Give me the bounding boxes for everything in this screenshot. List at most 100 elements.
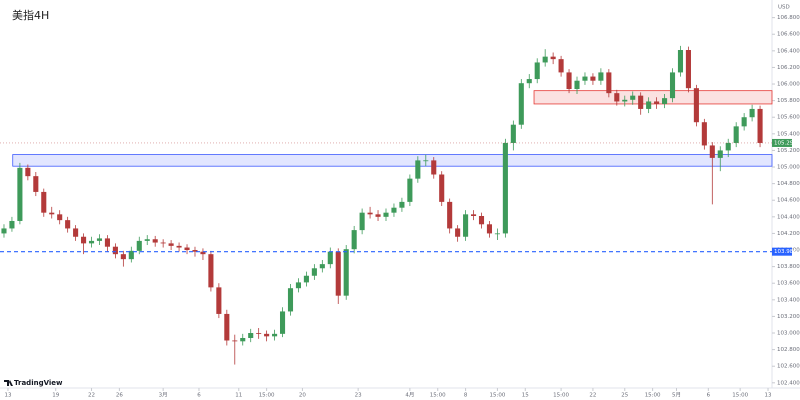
candle-body xyxy=(9,220,15,229)
candle-body xyxy=(566,72,572,90)
x-tick-label: 6 xyxy=(197,393,201,399)
candle-body xyxy=(542,56,548,63)
candle-body xyxy=(749,108,755,118)
x-tick-label: 13 xyxy=(4,393,11,399)
y-tick-label: 104.200 xyxy=(777,231,800,237)
candle-body xyxy=(478,215,485,225)
y-tick-label: 105.600 xyxy=(777,115,800,121)
candle-body xyxy=(391,207,397,213)
candle-body xyxy=(279,311,286,334)
candle-body xyxy=(351,230,357,250)
candle-body xyxy=(486,224,493,234)
candle-body xyxy=(725,142,731,151)
level-label: 103.980 xyxy=(774,249,797,255)
candle-body xyxy=(343,249,349,296)
x-tick-label: 22 xyxy=(88,393,95,399)
last-price-label: 105.290 xyxy=(774,140,797,146)
candle-body xyxy=(709,145,715,158)
candle-body xyxy=(646,101,652,109)
candle-body xyxy=(502,142,508,234)
candle-body xyxy=(375,214,381,217)
candle-body xyxy=(152,239,158,243)
x-tick-label: 3月 xyxy=(159,392,168,399)
y-tick-label: 106.800 xyxy=(777,15,800,21)
candle-body xyxy=(73,228,79,237)
candle-body xyxy=(208,254,214,288)
candle-body xyxy=(112,246,118,255)
candle-body xyxy=(677,50,684,73)
y-tick-label: 104.400 xyxy=(777,214,800,220)
candle-body xyxy=(455,228,461,237)
zone xyxy=(533,90,773,105)
candle-body xyxy=(757,108,763,143)
y-tick-label: 106.400 xyxy=(777,48,800,54)
candle-body xyxy=(526,79,532,84)
level-tag xyxy=(772,247,792,256)
candle-body xyxy=(272,333,278,337)
candle-body xyxy=(669,72,676,99)
x-tick-label: 19 xyxy=(52,393,59,399)
candle-body xyxy=(359,212,365,231)
zone xyxy=(12,154,773,167)
candle-body xyxy=(104,238,110,247)
candle-body xyxy=(717,150,723,158)
y-tick-label: 105.000 xyxy=(777,165,800,171)
x-tick-label: 13 xyxy=(765,393,772,399)
candle-body xyxy=(741,117,747,127)
y-tick-label: 106.600 xyxy=(777,32,800,38)
candle-body xyxy=(287,288,294,312)
y-tick-label: 102.400 xyxy=(777,380,800,386)
x-tick-label: 15 xyxy=(522,393,529,399)
candle-body xyxy=(160,242,166,244)
y-tick-label: 102.600 xyxy=(777,364,800,370)
candle-body xyxy=(367,212,373,215)
candle-body xyxy=(494,233,500,235)
candle-body xyxy=(582,76,588,81)
candle-body xyxy=(630,95,636,100)
brand-logo xyxy=(4,380,13,386)
x-tick-label: 8 xyxy=(464,393,468,399)
candle-body xyxy=(192,250,198,252)
y-tick-label: 106.000 xyxy=(777,82,800,88)
candle-body xyxy=(327,251,333,265)
candle-body xyxy=(685,50,691,89)
candle-body xyxy=(81,236,87,244)
candle-body xyxy=(33,176,39,192)
candle-body xyxy=(41,191,47,213)
y-tick-label: 106.200 xyxy=(777,65,800,71)
candle-body xyxy=(614,93,620,102)
y-tick-label: 103.000 xyxy=(777,331,800,337)
candle-body xyxy=(65,220,71,229)
candle-body xyxy=(319,264,325,269)
y-tick-label: 103.200 xyxy=(777,314,800,320)
x-tick-label: 15:00 xyxy=(645,393,661,399)
x-tick-label: 15:00 xyxy=(489,393,505,399)
x-tick-label: 25 xyxy=(621,393,628,399)
x-tick-label: 20 xyxy=(299,393,306,399)
candle-body xyxy=(224,313,230,341)
candle-body xyxy=(550,56,556,60)
x-tick-label: 22 xyxy=(589,393,596,399)
candle-body xyxy=(518,83,524,125)
chart-title: 美指4H xyxy=(12,8,49,22)
candle-body xyxy=(463,214,469,237)
y-tick-label: 105.200 xyxy=(777,148,800,154)
x-tick-label: 23 xyxy=(355,393,362,399)
y-tick-label: 104.800 xyxy=(777,181,800,187)
candle-body xyxy=(295,282,302,289)
candle-body xyxy=(248,333,254,338)
candle-body xyxy=(256,333,262,334)
candle-body xyxy=(168,243,174,246)
candle-body xyxy=(447,201,453,229)
brand: TradingView xyxy=(14,379,63,387)
candle-body xyxy=(96,238,103,241)
x-tick-label: 4月 xyxy=(405,392,414,399)
candle-body xyxy=(534,62,540,80)
candle-body xyxy=(733,126,739,143)
y-tick-label: 103.600 xyxy=(777,281,800,287)
candle-body xyxy=(17,167,23,221)
x-tick-label: 15:00 xyxy=(732,393,748,399)
candle-body xyxy=(558,59,564,73)
candle-body xyxy=(470,214,477,216)
